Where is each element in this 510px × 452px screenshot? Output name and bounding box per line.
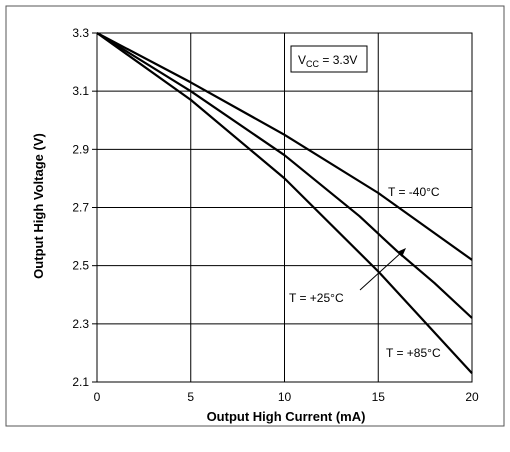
plot-area-border (96, 32, 473, 383)
grid (92, 32, 473, 383)
vcc-main: V (298, 53, 306, 67)
x-tick-label: 10 (278, 390, 292, 404)
plus25-arrowhead (397, 248, 406, 257)
series-label-minus40: T = -40°C (388, 185, 440, 199)
x-tick-label: 0 (94, 390, 101, 404)
y-tick-label: 2.9 (72, 142, 89, 156)
series-line-minus40 (96, 32, 473, 261)
y-axis-label: Output High Voltage (V) (31, 133, 46, 279)
y-tick-label: 2.1 (72, 375, 89, 389)
y-tick-label: 2.5 (72, 259, 89, 273)
y-tick-label: 2.7 (72, 201, 89, 215)
x-tick-label: 15 (372, 390, 386, 404)
chart-frame (5, 5, 505, 427)
series-line-plus85 (96, 32, 473, 375)
y-tick-label: 2.3 (72, 317, 89, 331)
x-axis-label: Output High Current (mA) (207, 409, 366, 424)
series-label-plus25: T = +25°C (289, 291, 344, 305)
y-tick-label: 3.1 (72, 84, 89, 98)
vcc-annotation-box (290, 45, 368, 73)
series-line-plus25 (96, 32, 473, 319)
series-lines (96, 32, 473, 375)
x-tick-labels: 0 5 10 15 20 (94, 390, 479, 404)
x-tick-label: 20 (465, 390, 479, 404)
plus25-leader-line (359, 250, 404, 291)
x-tick-label: 5 (187, 390, 194, 404)
vcc-annotation: VCC = 3.3V (298, 53, 357, 69)
vcc-rest: = 3.3V (319, 53, 357, 67)
vcc-sub: CC (306, 59, 319, 69)
y-tick-label: 3.3 (72, 26, 89, 40)
y-tick-labels: 2.1 2.3 2.5 2.7 2.9 3.1 3.3 (72, 26, 89, 389)
series-label-plus85: T = +85°C (386, 346, 441, 360)
